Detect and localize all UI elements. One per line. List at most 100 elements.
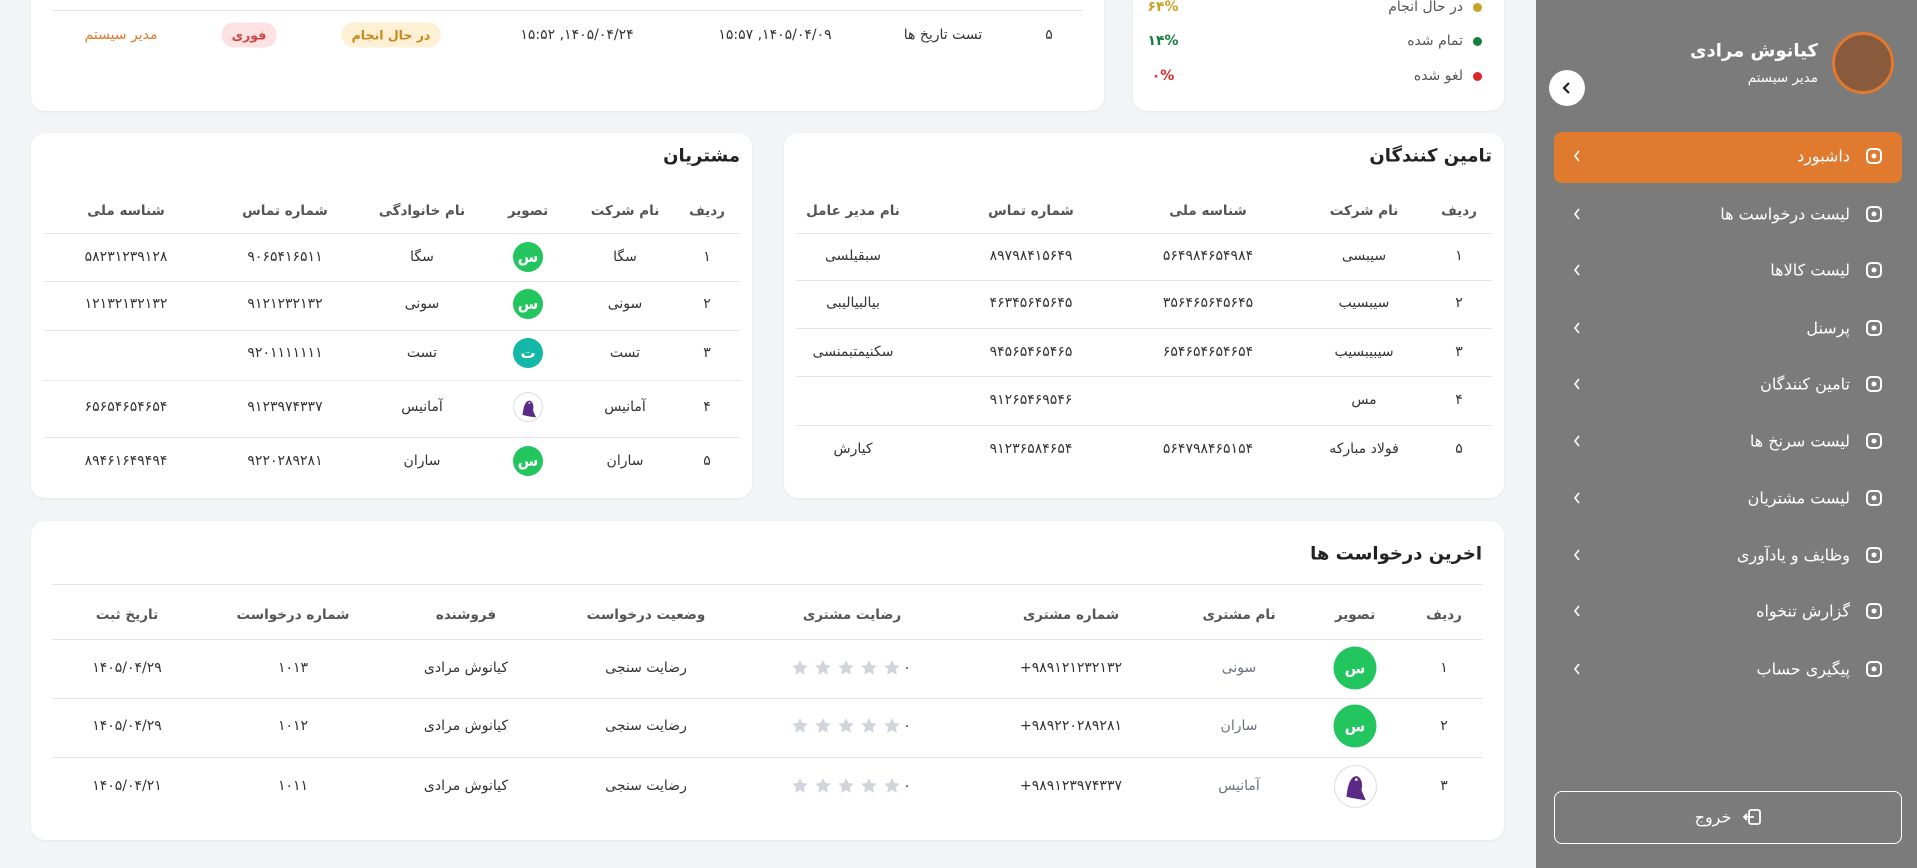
table-cell: سیبسیب xyxy=(1338,295,1390,311)
menu-label: تامین کنندگان xyxy=(1760,374,1850,394)
menu-icon xyxy=(1866,206,1882,222)
logout-label: خروج xyxy=(1694,807,1732,827)
avatar: س xyxy=(513,289,543,319)
status-badge: در حال انجام xyxy=(341,22,441,48)
rating-stars xyxy=(792,718,900,733)
table-cell: رضایت سنجی xyxy=(605,778,687,794)
bird-image xyxy=(522,400,536,417)
table-cell: ۱۴۰۵/۰۴/۲۴, ۱۵:۵۲ xyxy=(520,27,634,43)
table-cell: تست xyxy=(406,345,438,361)
table-cell: سونی xyxy=(607,296,643,312)
column-header: تاریخ ثبت xyxy=(95,607,159,623)
menu-label: گزارش تنخواه xyxy=(1756,601,1850,621)
table-cell: ۱ xyxy=(1440,660,1448,676)
menu-label: لیست درخواست ها xyxy=(1720,204,1850,224)
row-separator xyxy=(796,233,1492,234)
status-dot xyxy=(1473,3,1482,12)
table-cell: بیالبیالیبی xyxy=(826,295,880,311)
table-cell: ۳ xyxy=(1455,344,1463,360)
table-cell: ۵ xyxy=(703,453,711,469)
rating-value: ۰ xyxy=(903,718,911,734)
menu-chevron xyxy=(1573,492,1580,504)
table-cell: ساران xyxy=(403,453,441,469)
menu-chevron xyxy=(1573,605,1580,617)
table-cell: ۶۵۴۶۵۴۶۵۴۶۵۴ xyxy=(1162,344,1254,360)
table-cell: مس xyxy=(1351,392,1377,408)
column-header: نام مشتری xyxy=(1202,607,1276,623)
column-header: شناسه ملی xyxy=(87,203,165,219)
table-cell: ۱۰۱۲ xyxy=(277,718,309,734)
rating-value: ۰ xyxy=(903,778,911,794)
table-cell: سیبسی xyxy=(1341,248,1387,264)
table-cell: ۱۴۰۵/۰۴/۲۹ xyxy=(92,660,162,676)
table-cell: کیانوش مرادی xyxy=(423,660,509,676)
table-cell: رضایت سنجی xyxy=(605,718,687,734)
rating-value: ۰ xyxy=(903,660,911,676)
table-cell: کیانوش مرادی xyxy=(423,718,509,734)
table-cell: ۹۰۶۵۴۱۶۵۱۱ xyxy=(247,249,323,265)
rating-stars xyxy=(792,660,900,675)
table-cell: ۱۴۰۵/۰۴/۰۹, ۱۵:۵۷ xyxy=(718,27,832,43)
sidebar-toggle[interactable] xyxy=(1549,70,1585,106)
table-cell: ۱۴۰۵/۰۴/۲۹ xyxy=(92,718,162,734)
table-cell: ۸۹۷۹۸۴۱۵۶۴۹ xyxy=(989,248,1073,264)
row-separator xyxy=(44,281,740,282)
status-percent: ۶۴% xyxy=(1147,0,1179,15)
row-separator xyxy=(52,639,1483,640)
table-cell: ۲ xyxy=(1455,295,1463,311)
column-header: تصویر xyxy=(507,203,549,219)
menu-item-active[interactable] xyxy=(1554,132,1902,183)
status-card xyxy=(1133,0,1504,111)
table-cell: ۱۴۰۵/۰۴/۲۱ xyxy=(92,778,162,794)
column-header: رضایت مشتری xyxy=(802,607,902,623)
customers-card xyxy=(31,133,752,498)
logout-icon xyxy=(1742,809,1761,825)
column-header: نام مدیر عامل xyxy=(806,203,900,219)
menu-icon xyxy=(1866,320,1882,336)
table-cell: سونی xyxy=(1221,660,1257,676)
menu-label: وظایف و یادآوری xyxy=(1736,545,1850,565)
column-header: نام شرکت xyxy=(590,203,660,219)
table-cell: آمانیس xyxy=(1218,778,1260,794)
table-cell: ۳ xyxy=(1440,778,1448,794)
table-cell: تست تاریخ ها xyxy=(903,27,983,43)
table-cell: کیارش xyxy=(833,441,873,457)
user-role: مدیر سیستم xyxy=(1747,70,1818,86)
table-cell: ۱۰۱۱ xyxy=(277,778,309,794)
card-title: تامین کنندگان xyxy=(1369,145,1492,167)
avatar: س xyxy=(513,242,543,272)
menu-icon xyxy=(1866,148,1882,164)
toggle-chevron[interactable] xyxy=(1560,81,1574,95)
table-cell: ۱۰۱۳ xyxy=(277,660,309,676)
column-header: شماره تماس xyxy=(242,203,328,219)
user-name: کیانوش مرادی xyxy=(1690,40,1818,62)
menu-label: لیست مشتریان xyxy=(1747,488,1850,508)
avatar: س xyxy=(1333,704,1377,748)
avatar: س xyxy=(513,446,543,476)
row-separator xyxy=(796,328,1492,329)
table-cell: ۹۴۵۶۵۴۶۵۴۶۵ xyxy=(989,344,1073,360)
priority-badge: فوری xyxy=(221,22,277,48)
menu-label: لیست سرنخ ها xyxy=(1749,431,1850,451)
table-cell: ۵۸۲۳۱۲۳۹۱۲۸ xyxy=(84,249,168,265)
table-cell: رضایت سنجی xyxy=(605,660,687,676)
row-separator xyxy=(796,280,1492,281)
table-cell: ۹۱۲۳۹۷۴۳۳۷ xyxy=(247,399,323,415)
row-separator xyxy=(44,380,740,381)
menu-icon xyxy=(1866,376,1882,392)
table-cell: ۹۱۲۶۵۴۶۹۵۴۶ xyxy=(989,392,1073,408)
menu-chevron xyxy=(1573,322,1580,334)
column-header: شماره تماس xyxy=(988,203,1074,219)
rating-stars xyxy=(792,778,900,793)
logout-button[interactable] xyxy=(1554,791,1902,844)
status-percent: ۰% xyxy=(1151,68,1175,84)
table-cell: ۵ xyxy=(1045,27,1053,43)
table-cell: سبقیلسی xyxy=(824,248,882,264)
table-cell: فولاد مبارکه xyxy=(1329,441,1399,457)
assignee: مدیر سیستم xyxy=(84,27,158,43)
row-separator xyxy=(52,757,1483,758)
column-header: نام شرکت xyxy=(1329,203,1399,219)
row-separator xyxy=(796,376,1492,377)
avatar-image xyxy=(513,392,543,422)
menu-label: داشبورد xyxy=(1797,146,1850,166)
